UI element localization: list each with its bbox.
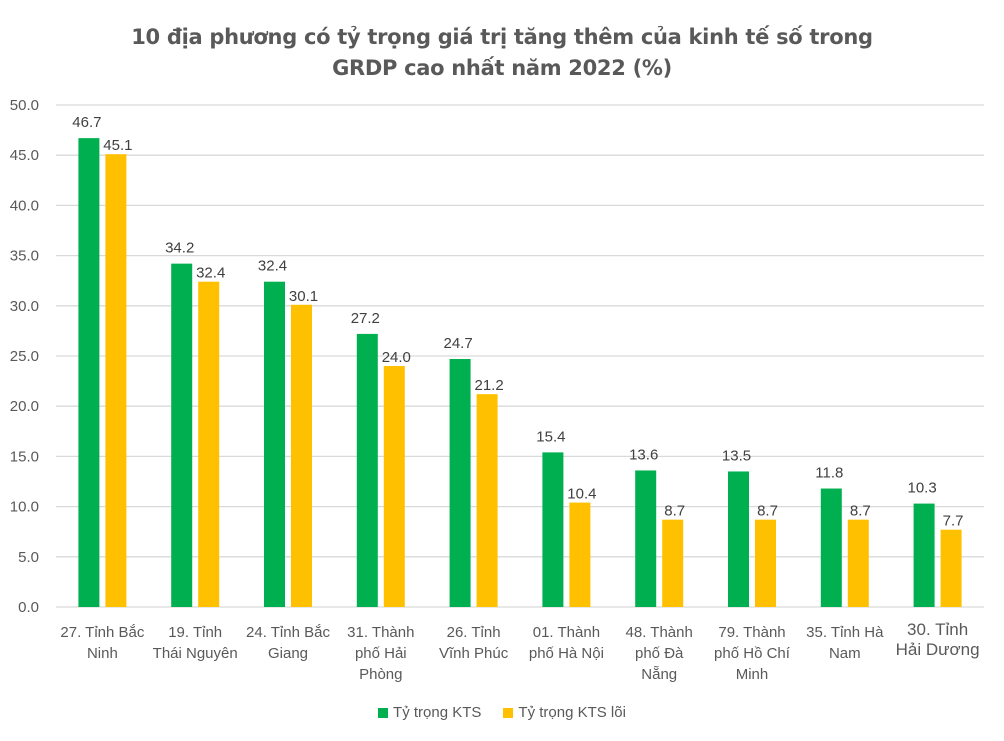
data-label: 13.5: [722, 447, 751, 464]
data-labels: 46.745.134.232.4 32.430.127.224.024.721.2…: [72, 114, 963, 530]
x-tick-label: phố Đà: [635, 645, 684, 662]
legend-label-kts-loi: Tỷ trọng KTS lõi: [518, 704, 626, 721]
y-tick-label: 45.0: [10, 147, 39, 164]
x-tick-label: 48. Thành: [626, 624, 693, 641]
data-label: 8.7: [757, 503, 778, 520]
data-label: 45.1: [103, 137, 132, 154]
data-label: 11.8: [815, 465, 843, 482]
data-label: 32.4: [196, 265, 225, 282]
data-label: 46.7: [72, 114, 101, 131]
chart-title: 10 địa phương có tỷ trọng giá trị tăng t…: [0, 22, 1004, 84]
legend-swatch-kts: [378, 707, 389, 718]
bar-kts-loi[interactable]: [940, 529, 962, 607]
data-label: 30.1: [289, 288, 318, 305]
bar-kts[interactable]: [449, 359, 471, 607]
gridlines: [56, 104, 984, 608]
y-tick-label: 20.0: [10, 398, 39, 415]
x-tick-label: Nam: [829, 645, 861, 662]
x-tick-label: 30. Tỉnh: [907, 620, 968, 639]
y-tick-label: 25.0: [10, 348, 39, 365]
y-tick-label: 15.0: [10, 448, 39, 465]
y-tick-label: 35.0: [10, 248, 39, 265]
y-tick-label: 0.0: [18, 599, 39, 616]
data-label: 10.4: [567, 486, 596, 503]
x-axis: 27. Tỉnh Bắc Ninh 19. Tỉnh Thái Nguyên 24. T…: [60, 620, 979, 683]
legend-item-kts[interactable]: Tỷ trọng KTS: [378, 704, 481, 721]
y-tick-label: 5.0: [18, 549, 39, 566]
bar-kts-loi[interactable]: [662, 519, 684, 607]
y-tick-label: 10.0: [10, 499, 39, 516]
bar-kts[interactable]: [820, 488, 842, 607]
bar-kts[interactable]: [356, 333, 378, 607]
bar-kts-loi[interactable]: [476, 394, 498, 607]
bars: [78, 138, 962, 608]
y-axis: 0.0 5.0 10.0 15.0 20.0 25.0 30.0 35.0 40.0 45.0 50…: [10, 97, 39, 616]
x-tick-label: Phòng: [359, 666, 402, 683]
data-label: 13.6: [629, 446, 658, 463]
x-tick-label: Minh: [736, 666, 769, 683]
x-tick-label: 79. Thành: [718, 624, 785, 641]
x-tick-label: phố Hải: [355, 645, 407, 662]
bar-kts-loi[interactable]: [291, 304, 312, 607]
bar-kts-loi[interactable]: [105, 154, 127, 608]
bar-kts-loi[interactable]: [847, 519, 869, 607]
legend: Tỷ trọng KTS Tỷ trọng KTS lõi: [0, 704, 1004, 721]
x-tick-label: 01. Thành: [533, 624, 600, 641]
bar-kts[interactable]: [264, 281, 285, 607]
bar-kts-loi[interactable]: [198, 281, 220, 607]
chart-title-line-2: GRDP cao nhất năm 2022 (%): [332, 56, 672, 80]
x-tick-label: 31. Thành: [347, 624, 414, 641]
data-label: 21.2: [474, 377, 503, 394]
data-label: 8.7: [850, 503, 871, 520]
data-label: 34.2: [165, 240, 194, 257]
data-label: 15.4: [536, 428, 565, 445]
bar-kts[interactable]: [913, 503, 935, 607]
x-tick-label: Thái Nguyên: [153, 645, 238, 662]
x-tick-label: 27. Tỉnh Bắc: [60, 624, 144, 641]
legend-swatch-kts-loi: [503, 707, 514, 718]
x-tick-label: 26. Tỉnh: [447, 624, 501, 641]
data-label: 24.7: [443, 335, 472, 352]
y-tick-label: 50.0: [10, 97, 39, 114]
data-label: 24.0: [382, 349, 411, 366]
data-label: 8.7: [664, 503, 685, 520]
data-label: 7.7: [943, 513, 964, 530]
x-tick-label: Giang: [268, 645, 308, 662]
x-tick-label: phố Hà Nội: [529, 645, 604, 662]
x-tick-label: 19. Tỉnh: [168, 624, 222, 641]
x-tick-label: Hải Dương: [896, 640, 980, 659]
x-tick-label: Vĩnh Phúc: [439, 645, 509, 662]
data-label: 32.4: [258, 258, 287, 275]
x-tick-label: 35. Tỉnh Hà: [806, 624, 884, 641]
x-tick-label: Nẵng: [641, 666, 677, 683]
bar-kts[interactable]: [171, 263, 193, 607]
y-tick-label: 40.0: [10, 197, 39, 214]
x-tick-label: 24. Tỉnh Bắc: [246, 624, 330, 641]
bar-kts-loi[interactable]: [569, 502, 591, 607]
legend-label-kts: Tỷ trọng KTS: [393, 704, 482, 721]
data-label: 27.2: [351, 310, 380, 327]
x-tick-label: Ninh: [87, 645, 118, 662]
x-tick-label: phố Hồ Chí: [714, 645, 791, 662]
y-tick-label: 30.0: [10, 298, 39, 315]
bar-kts[interactable]: [78, 138, 100, 607]
data-label: 10.3: [907, 480, 936, 497]
bar-kts-loi[interactable]: [383, 366, 405, 607]
bar-kts[interactable]: [728, 471, 749, 607]
legend-item-kts-loi[interactable]: Tỷ trọng KTS lõi: [503, 704, 626, 721]
bar-kts[interactable]: [635, 470, 657, 607]
chart-title-line-1: 10 địa phương có tỷ trọng giá trị tăng t…: [131, 25, 873, 49]
bar-kts-loi[interactable]: [755, 519, 776, 607]
bar-kts[interactable]: [542, 452, 564, 607]
